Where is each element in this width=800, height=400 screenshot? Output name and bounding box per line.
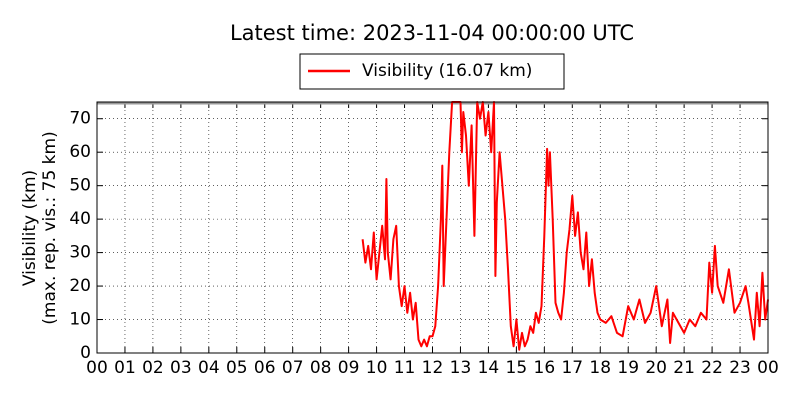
plot-frame: [96, 101, 769, 354]
legend-label: Visibility (16.07 km): [362, 61, 532, 81]
y-tick-label: 30: [69, 243, 91, 263]
x-tick-label: 15: [506, 358, 528, 378]
y-axis-title: Visibility (km) (max. rep. vis.: 75 km): [20, 131, 60, 324]
x-tick-label: 07: [282, 358, 304, 378]
x-tick-label: 12: [422, 358, 444, 378]
x-tick-label: 09: [338, 358, 360, 378]
x-tick-label: 00: [86, 358, 108, 378]
chart-title: Latest time: 2023-11-04 00:00:00 UTC: [230, 21, 634, 45]
x-tick-label: 22: [701, 358, 723, 378]
y-tick-label: 0: [80, 343, 91, 363]
x-tick-label: 04: [198, 358, 220, 378]
x-tick-label: 11: [394, 358, 416, 378]
x-tick-label: 01: [114, 358, 136, 378]
x-tick-label: 16: [534, 358, 556, 378]
y-label: Visibility (km): [20, 170, 40, 286]
x-tick-label: 19: [617, 358, 639, 378]
y-tick-label: 70: [69, 109, 91, 129]
x-tick-label: 08: [310, 358, 332, 378]
x-tick-label: 02: [142, 358, 164, 378]
x-tick-label: 13: [450, 358, 472, 378]
x-tick-label: 05: [226, 358, 248, 378]
x-tick-label: 03: [170, 358, 192, 378]
x-tick-label: 00: [757, 358, 779, 378]
y-label: (max. rep. vis.: 75 km): [40, 131, 60, 324]
data-line: [361, 101, 769, 351]
y-tick-label: 20: [69, 276, 91, 296]
y-tick-label: 40: [69, 209, 91, 229]
y-tick-label: 10: [69, 310, 91, 330]
x-tick-label: 06: [254, 358, 276, 378]
x-tick-label: 10: [366, 358, 388, 378]
x-tick-label: 18: [589, 358, 611, 378]
x-tick-label: 20: [645, 358, 667, 378]
x-tick-label: 14: [478, 358, 500, 378]
x-tick-label: 23: [729, 358, 751, 378]
y-tick-label: 50: [69, 176, 91, 196]
y-tick-label: 60: [69, 142, 91, 162]
x-tick-label: 21: [673, 358, 695, 378]
x-tick-label: 17: [561, 358, 583, 378]
